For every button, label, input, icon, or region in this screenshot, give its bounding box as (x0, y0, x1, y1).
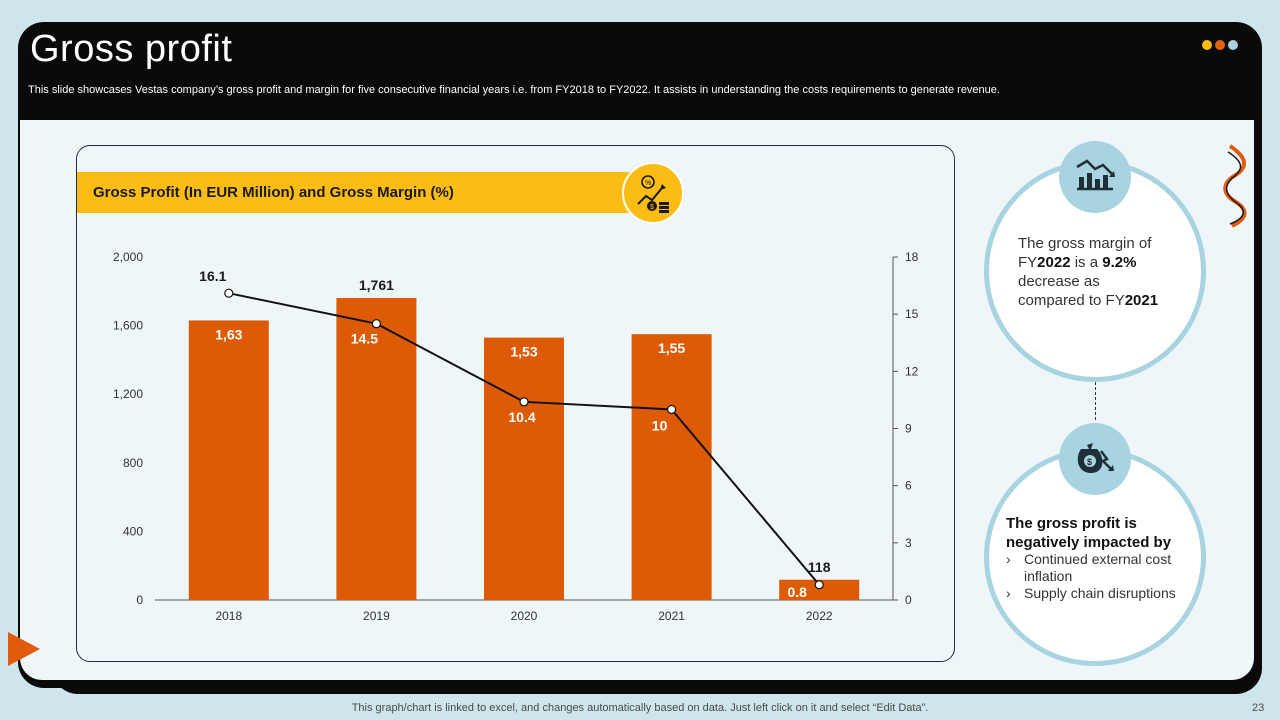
margin-data-label: 16.1 (199, 268, 226, 284)
window-dots (1202, 40, 1238, 50)
x-tick-label: 2021 (658, 609, 685, 623)
svg-text:%: % (645, 180, 651, 187)
page-number: 23 (1252, 702, 1265, 714)
bar (188, 320, 269, 600)
margin-decrease-percent: 9.2% (1102, 254, 1137, 271)
connector-line (1095, 382, 1096, 420)
y-right-tick-label: 3 (905, 536, 912, 550)
bar-data-label: 1,63 (215, 326, 242, 342)
page-subtitle: This slide showcases Vestas company’s gr… (28, 84, 1000, 96)
dot-blue (1228, 40, 1238, 50)
money-bag-decline-icon-svg: $ (1077, 443, 1114, 473)
decorative-helix (1223, 144, 1247, 228)
margin-point (371, 319, 381, 329)
bullet-item: Supply chain disruptions (1006, 585, 1196, 602)
bar (779, 579, 860, 600)
bar-data-label: 1,53 (510, 344, 537, 360)
footer-note: This graph/chart is linked to excel, and… (351, 702, 929, 714)
bullet-item: Continued external cost inflation (1006, 551, 1196, 585)
insight-profit-bullets: Continued external cost inflation Supply… (1006, 551, 1196, 602)
bar (484, 337, 564, 600)
x-tick-label: 2022 (806, 609, 833, 623)
fy-prefix: FY (1018, 254, 1038, 271)
chart-header-title: Gross Profit (In EUR Million) and Gross … (93, 184, 454, 201)
y-right-tick-label: 15 (905, 307, 919, 321)
bar-data-label: 1,55 (658, 340, 685, 356)
y-right-tick-label: 12 (905, 364, 919, 378)
declining-chart-icon-svg (1076, 159, 1115, 191)
bar-data-label: 118 (808, 559, 831, 575)
margin-point (814, 580, 824, 590)
bar (631, 334, 712, 600)
growth-money-icon: % $ (622, 162, 684, 224)
x-tick-label: 2020 (511, 609, 538, 623)
margin-point (224, 288, 234, 298)
y-left-tick-label: 0 (136, 593, 143, 607)
insight-margin-line3: decrease as (1018, 273, 1100, 290)
bar (336, 297, 417, 600)
y-left-tick-label: 2,000 (113, 250, 143, 264)
compared-prefix: compared to FY (1018, 292, 1125, 309)
insight-margin-text: The gross margin of FY2022 is a 9.2% dec… (1018, 234, 1178, 310)
bar-data-label: 1,761 (359, 277, 394, 293)
fy-year-2022: 2022 (1037, 254, 1071, 271)
growth-money-icon-svg: % $ (637, 175, 669, 213)
svg-text:$: $ (650, 204, 654, 211)
y-left-tick-label: 400 (123, 524, 143, 538)
insight-margin-line2: FY2022 is a 9.2% (1018, 253, 1178, 272)
x-tick-label: 2019 (363, 609, 390, 623)
chart-header-band (77, 172, 637, 213)
declining-chart-icon (1059, 141, 1131, 213)
margin-data-label: 14.5 (351, 331, 378, 347)
margin-point (519, 397, 529, 407)
y-right-tick-label: 0 (905, 593, 912, 607)
insight-profit-heading: The gross profit is negatively impacted … (1006, 515, 1172, 551)
play-arrow-icon (8, 632, 40, 666)
margin-data-label: 10.4 (508, 409, 535, 425)
margin-data-label: 0.8 (787, 584, 807, 600)
insight-margin-line1: The gross margin of (1018, 235, 1152, 252)
margin-point (666, 404, 677, 415)
margin-data-label: 10 (652, 417, 668, 433)
dot-yellow (1202, 40, 1212, 50)
y-right-tick-label: 18 (905, 250, 919, 264)
page-title: Gross profit (30, 28, 233, 70)
insight-margin-line4: compared to FY2021 (1018, 291, 1178, 310)
y-left-tick-label: 1,600 (113, 319, 143, 333)
dot-orange (1215, 40, 1225, 50)
svg-text:$: $ (1087, 457, 1092, 467)
fy-year-2021: 2021 (1124, 292, 1159, 309)
money-bag-decline-icon: $ (1059, 423, 1131, 495)
y-right-tick-label: 9 (905, 422, 912, 436)
y-left-tick-label: 800 (123, 456, 143, 470)
x-tick-label: 2018 (215, 609, 242, 623)
is-a-text: is a (1070, 254, 1103, 271)
y-left-tick-label: 1,200 (113, 387, 143, 401)
y-right-tick-label: 6 (905, 479, 912, 493)
